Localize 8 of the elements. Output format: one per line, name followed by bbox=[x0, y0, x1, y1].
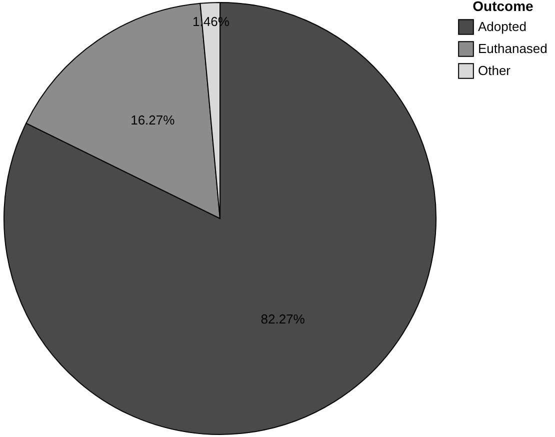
legend-label: Other bbox=[478, 63, 512, 78]
data-label: 82.27% bbox=[260, 311, 306, 326]
data-label: 16.27% bbox=[130, 112, 176, 128]
pie-slice bbox=[4, 2, 436, 435]
legend-label: Adopted bbox=[478, 19, 526, 34]
data-label: 1.46% bbox=[192, 14, 230, 30]
legend-label: Euthanased bbox=[478, 41, 548, 56]
legend-title: Outcome bbox=[472, 0, 534, 14]
